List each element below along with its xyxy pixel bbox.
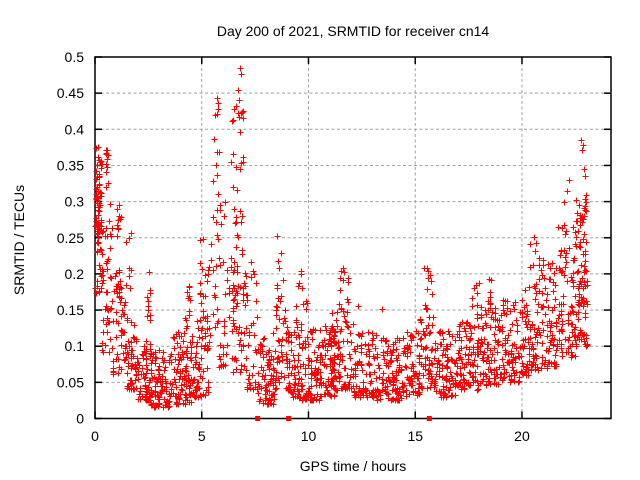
svg-text:5: 5 bbox=[198, 428, 206, 444]
svg-text:0.2: 0.2 bbox=[65, 266, 85, 282]
svg-text:15: 15 bbox=[407, 428, 423, 444]
svg-text:20: 20 bbox=[514, 428, 530, 444]
svg-text:0.15: 0.15 bbox=[57, 302, 84, 318]
svg-text:0.1: 0.1 bbox=[65, 338, 85, 354]
svg-text:0: 0 bbox=[76, 411, 84, 427]
svg-text:0.5: 0.5 bbox=[65, 49, 85, 65]
svg-text:0.35: 0.35 bbox=[57, 157, 84, 173]
svg-text:0.25: 0.25 bbox=[57, 230, 84, 246]
svg-text:0.45: 0.45 bbox=[57, 85, 84, 101]
svg-text:0.3: 0.3 bbox=[65, 194, 85, 210]
svg-text:0.05: 0.05 bbox=[57, 374, 84, 390]
svg-text:0.4: 0.4 bbox=[65, 121, 85, 137]
chart-title: Day 200 of 2021, SRMTID for receiver cn1… bbox=[216, 23, 490, 39]
y-axis-label: SRMTID / TECUs bbox=[11, 184, 27, 296]
svg-text:10: 10 bbox=[301, 428, 317, 444]
svg-text:0: 0 bbox=[91, 428, 99, 444]
x-axis-label: GPS time / hours bbox=[299, 458, 407, 474]
